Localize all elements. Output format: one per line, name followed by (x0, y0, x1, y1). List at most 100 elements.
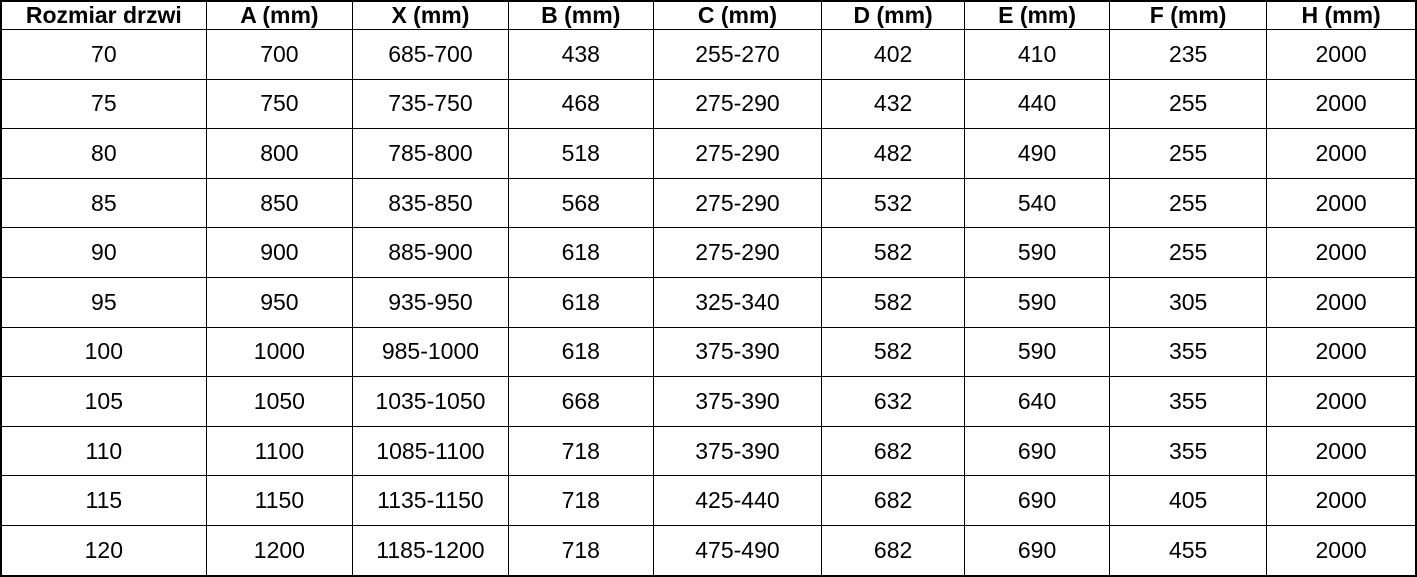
table-cell: 255 (1109, 177, 1268, 229)
table-cell: 355 (1109, 376, 1268, 427)
table-row: 105 1050 1035-1050 668 375-390 632 640 355 2000 (0, 376, 1417, 427)
table-cell: 985-1000 (352, 326, 509, 378)
table-cell: 682 (821, 524, 966, 577)
table-cell: 800 (205, 128, 354, 179)
table-cell: 532 (821, 177, 966, 229)
table-cell: 275-290 (652, 177, 823, 229)
table-cell: 568 (507, 177, 654, 229)
table-cell: 355 (1109, 425, 1268, 477)
table-cell: 482 (821, 128, 966, 179)
table-cell: 785-800 (352, 128, 509, 179)
table-cell: 618 (507, 276, 654, 328)
table-cell: 1200 (205, 524, 354, 577)
table-cell: 455 (1109, 524, 1268, 577)
column-header-h-mm: H (mm) (1266, 0, 1417, 30)
table-cell: 632 (821, 376, 966, 427)
column-header-rozmiar-drzwi: Rozmiar drzwi (0, 0, 207, 30)
door-size-cell: 115 (0, 475, 207, 526)
table-cell: 405 (1109, 475, 1268, 526)
table-cell: 850 (205, 177, 354, 229)
column-header-x-mm: X (mm) (352, 0, 509, 30)
table-cell: 255 (1109, 128, 1268, 179)
table-cell: 750 (205, 78, 354, 130)
table-cell: 718 (507, 524, 654, 577)
table-cell: 1035-1050 (352, 376, 509, 427)
door-size-cell: 120 (0, 524, 207, 577)
table-cell: 255 (1109, 78, 1268, 130)
table-cell: 900 (205, 227, 354, 278)
table-cell: 718 (507, 425, 654, 477)
table-cell: 1100 (205, 425, 354, 477)
table-cell: 325-340 (652, 276, 823, 328)
table-cell: 582 (821, 276, 966, 328)
table-cell: 255 (1109, 227, 1268, 278)
table-cell: 440 (964, 78, 1111, 130)
table-cell: 2000 (1266, 475, 1417, 526)
table-cell: 718 (507, 475, 654, 526)
table-cell: 618 (507, 227, 654, 278)
table-cell: 2000 (1266, 78, 1417, 130)
table-cell: 2000 (1266, 425, 1417, 477)
table-cell: 518 (507, 128, 654, 179)
table-cell: 685-700 (352, 29, 509, 80)
table-body: 70 700 685-700 438 255-270 402 410 235 2000 75 750… (0, 29, 1417, 577)
table-cell: 682 (821, 475, 966, 526)
table-cell: 402 (821, 29, 966, 80)
door-size-cell: 95 (0, 276, 207, 328)
table-cell: 618 (507, 326, 654, 378)
column-header-c-mm: C (mm) (652, 0, 823, 30)
door-size-cell: 90 (0, 227, 207, 278)
table-cell: 668 (507, 376, 654, 427)
table-cell: 490 (964, 128, 1111, 179)
table-cell: 540 (964, 177, 1111, 229)
column-header-b-mm: B (mm) (507, 0, 654, 30)
table-row: 115 1150 1135-1150 718 425-440 682 690 405 2000 (0, 475, 1417, 526)
table-header: Rozmiar drzwi A (mm) X (mm) B (mm) C (mm… (0, 0, 1417, 30)
table-cell: 1135-1150 (352, 475, 509, 526)
table-cell: 885-900 (352, 227, 509, 278)
table-cell: 410 (964, 29, 1111, 80)
door-size-cell: 110 (0, 425, 207, 477)
table-cell: 275-290 (652, 78, 823, 130)
table-cell: 432 (821, 78, 966, 130)
table-cell: 1185-1200 (352, 524, 509, 577)
table-row: 110 1100 1085-1100 718 375-390 682 690 355 2000 (0, 425, 1417, 477)
table-cell: 2000 (1266, 128, 1417, 179)
table-row: 95 950 935-950 618 325-340 582 590 305 2000 (0, 276, 1417, 328)
table-cell: 1085-1100 (352, 425, 509, 477)
table-cell: 2000 (1266, 326, 1417, 378)
column-header-f-mm: F (mm) (1109, 0, 1268, 30)
table-cell: 690 (964, 524, 1111, 577)
table-cell: 375-390 (652, 376, 823, 427)
table-cell: 235 (1109, 29, 1268, 80)
column-header-e-mm: E (mm) (964, 0, 1111, 30)
table-cell: 1150 (205, 475, 354, 526)
table-cell: 275-290 (652, 128, 823, 179)
table-cell: 255-270 (652, 29, 823, 80)
column-header-d-mm: D (mm) (821, 0, 966, 30)
table-cell: 2000 (1266, 29, 1417, 80)
table-cell: 690 (964, 475, 1111, 526)
table-cell: 468 (507, 78, 654, 130)
table-cell: 735-750 (352, 78, 509, 130)
table-cell: 690 (964, 425, 1111, 477)
table-cell: 590 (964, 276, 1111, 328)
table-cell: 275-290 (652, 227, 823, 278)
door-size-cell: 100 (0, 326, 207, 378)
table-cell: 582 (821, 227, 966, 278)
table-header-row: Rozmiar drzwi A (mm) X (mm) B (mm) C (mm… (0, 0, 1417, 30)
table-cell: 305 (1109, 276, 1268, 328)
table-row: 90 900 885-900 618 275-290 582 590 255 2000 (0, 227, 1417, 278)
table-cell: 375-390 (652, 326, 823, 378)
table-row: 120 1200 1185-1200 718 475-490 682 690 455 2000 (0, 524, 1417, 577)
table-cell: 425-440 (652, 475, 823, 526)
table-cell: 355 (1109, 326, 1268, 378)
table-cell: 582 (821, 326, 966, 378)
table-cell: 590 (964, 326, 1111, 378)
door-size-cell: 75 (0, 78, 207, 130)
table-cell: 640 (964, 376, 1111, 427)
table-cell: 2000 (1266, 524, 1417, 577)
table-cell: 700 (205, 29, 354, 80)
